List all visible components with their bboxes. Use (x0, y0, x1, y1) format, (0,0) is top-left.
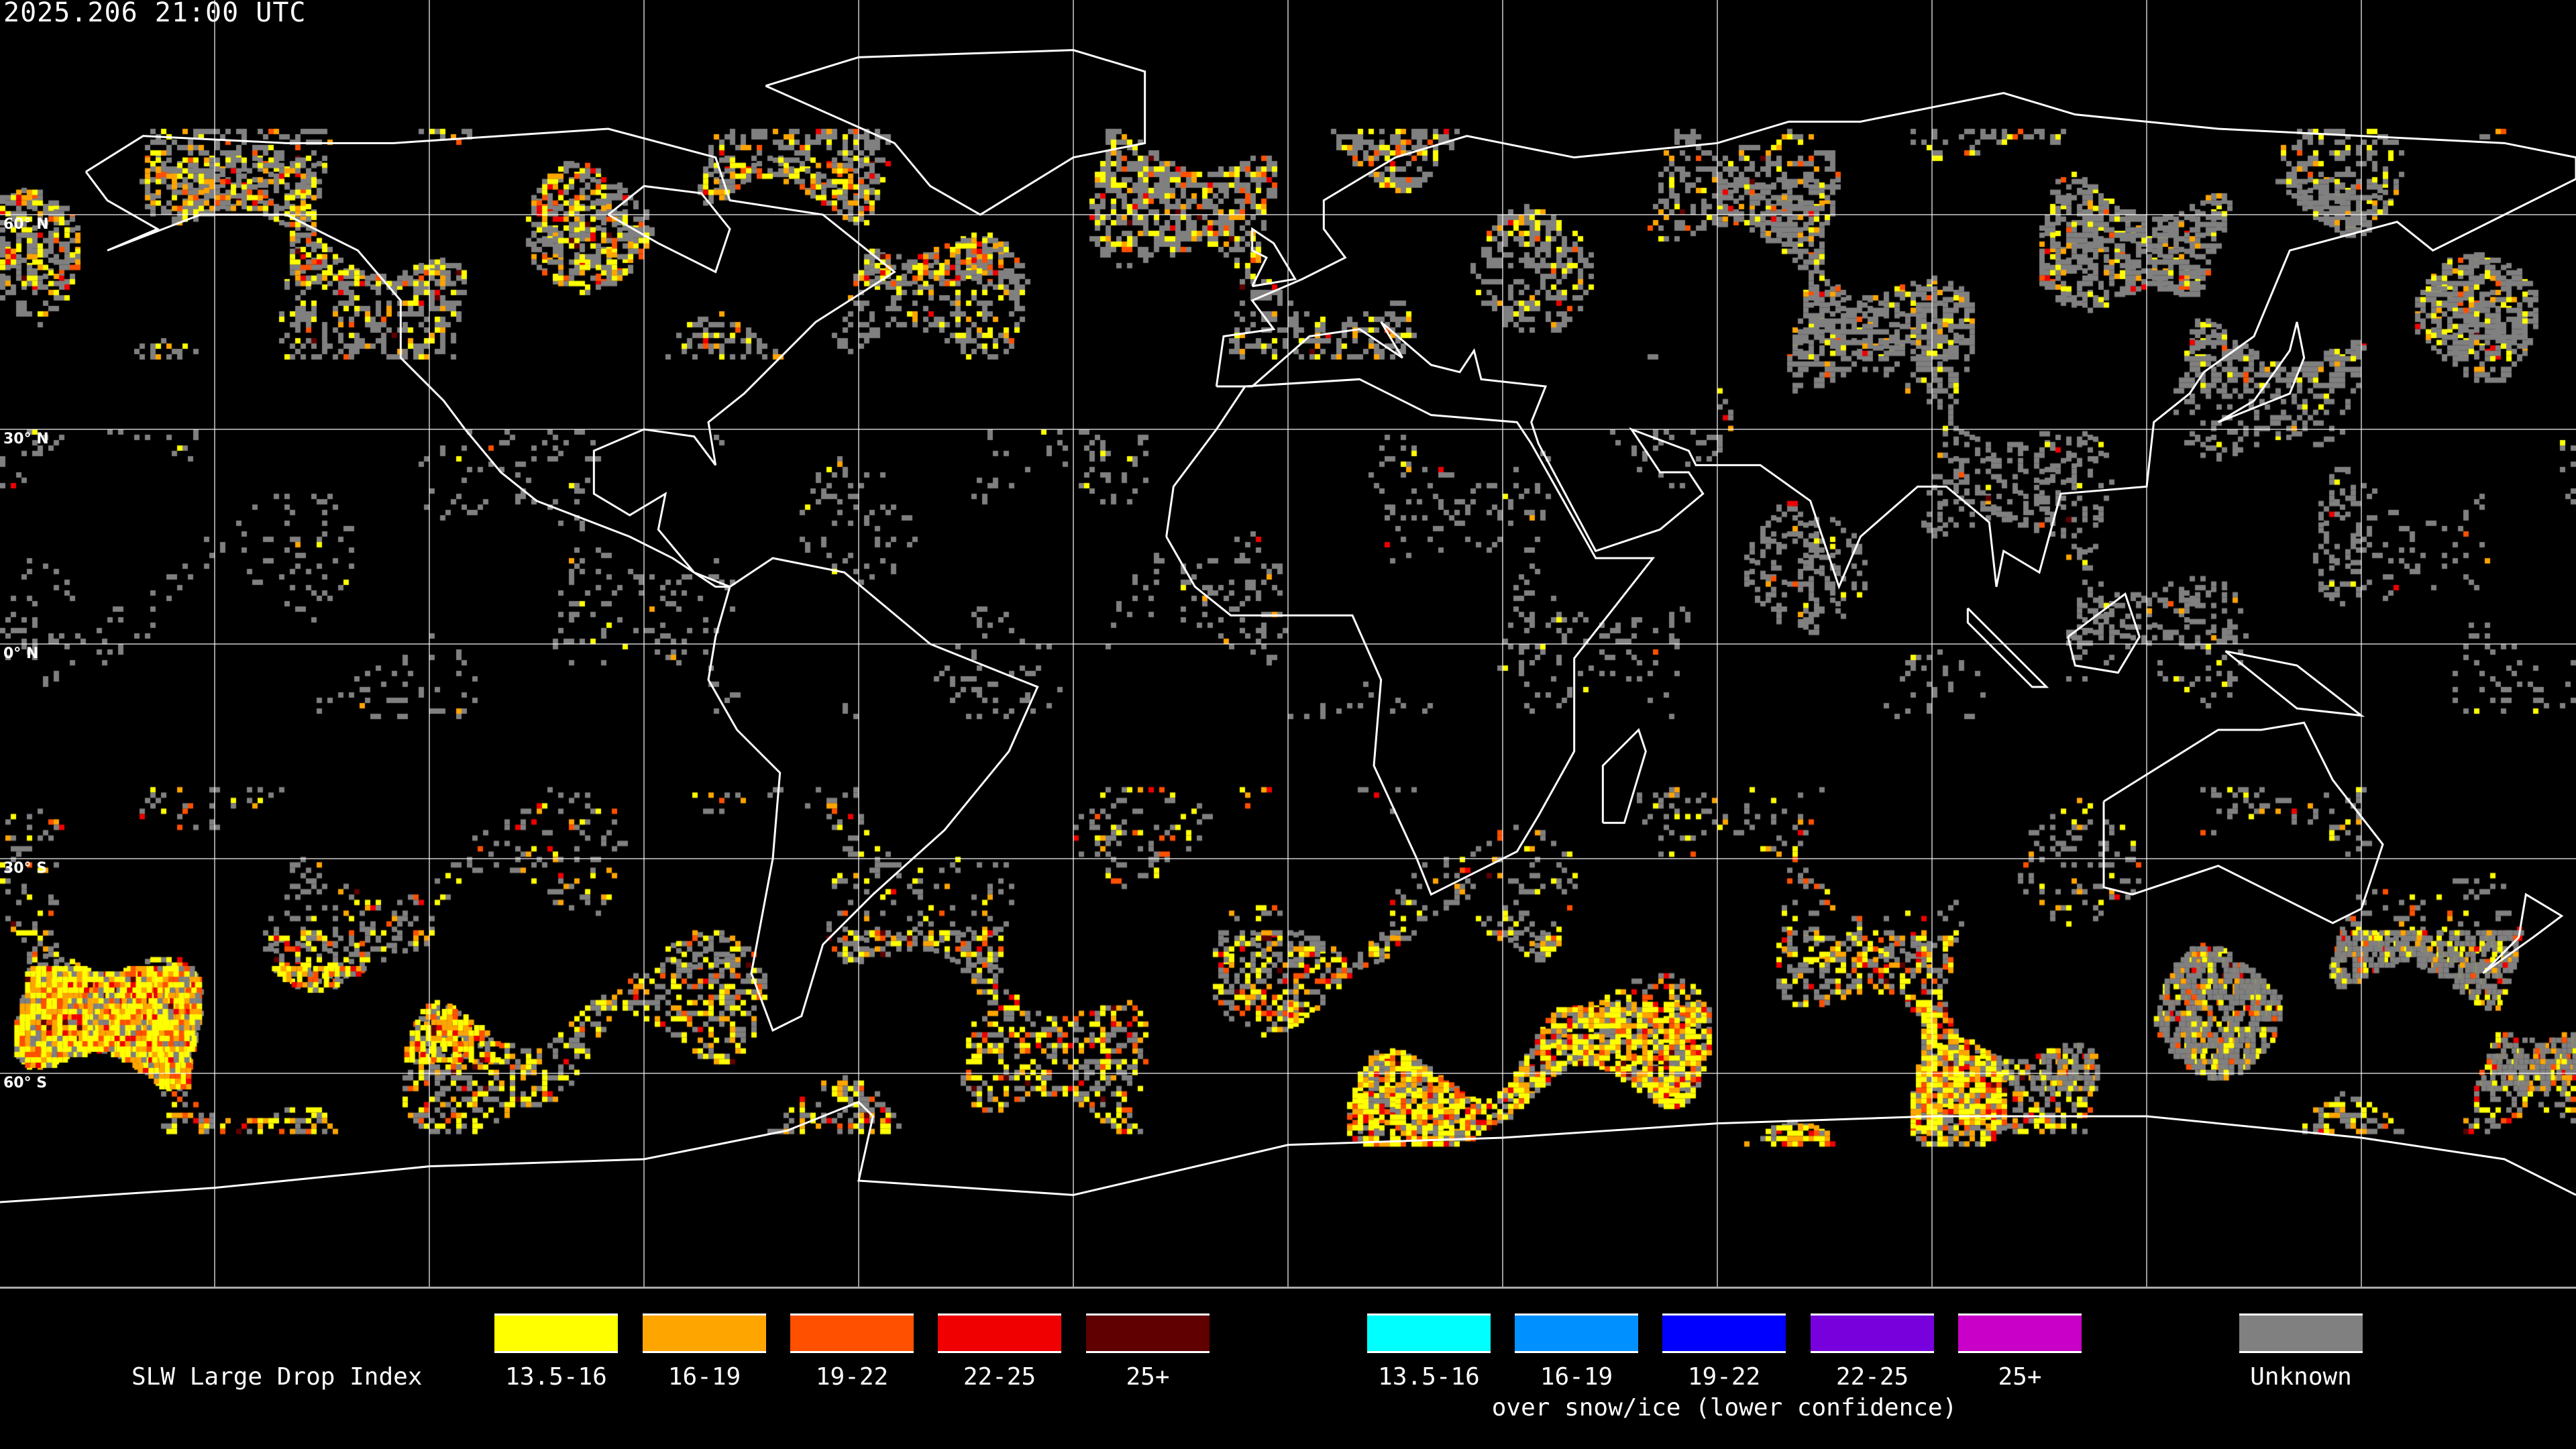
legend-snow-ice-1-label: 16-19 (1540, 1363, 1613, 1391)
legend-standard-3-label: 22-25 (963, 1363, 1036, 1391)
coastline-africa (1165, 378, 1656, 896)
coastline-hudson-bay (607, 184, 731, 274)
coastlines-and-graticule (0, 0, 2576, 1288)
legend-standard-4-swatch (1086, 1313, 1210, 1353)
legend-snow-ice-2-label: 19-22 (1687, 1363, 1761, 1391)
legend-standard-1-swatch (643, 1313, 766, 1353)
legend-standard-1-label: 16-19 (667, 1363, 741, 1391)
snow-ice-caption: over snow/ice (lower confidence) (1491, 1394, 1957, 1421)
coastline-madagascar (1601, 728, 1647, 824)
legend-standard-2-label: 19-22 (815, 1363, 889, 1391)
coastline-borneo (2067, 592, 2141, 674)
lat-label-30n: 30° N (3, 431, 49, 447)
map-view (0, 0, 2576, 1288)
legend-snow-ice-1-swatch (1515, 1313, 1638, 1353)
legend-snow-ice-4-swatch (1958, 1313, 2082, 1353)
coastline-japan (2217, 321, 2306, 423)
coastline-antarctica (0, 1100, 2576, 1203)
legend-snow-ice-4-label: 25+ (1998, 1363, 2042, 1391)
legend-standard-0-swatch (494, 1313, 618, 1353)
legend-snow-ice-2-swatch (1662, 1313, 1786, 1353)
coastline-new-zealand (2482, 892, 2564, 974)
legend-standard-4-label: 25+ (1126, 1363, 1170, 1391)
legend-snow-ice-3-label: 22-25 (1835, 1363, 1909, 1391)
coastline-south-america (707, 557, 1039, 1032)
legend-snow-ice-0-swatch (1367, 1313, 1491, 1353)
coastline-australia (2102, 721, 2384, 924)
legend-snow-ice-0-label: 13.5-16 (1378, 1363, 1480, 1391)
lat-label-30s: 30° S (3, 860, 48, 877)
legend-standard-2-swatch (790, 1313, 914, 1353)
lat-label-60n: 60° N (3, 216, 49, 233)
lat-label-60s: 60° S (3, 1075, 48, 1091)
coastline-eurasia (1215, 92, 2576, 590)
coastline-sumatra (1966, 607, 2049, 688)
legend-snow-ice-3-swatch (1811, 1313, 1934, 1353)
coastline-britain (1251, 227, 1297, 288)
legend-standard-0-label: 13.5-16 (505, 1363, 607, 1391)
legend-unknown-label: Unknown (2250, 1363, 2352, 1391)
coastline-north-america (85, 127, 896, 588)
legend-standard-3-swatch (938, 1313, 1061, 1353)
coastline-new-guinea (2224, 650, 2365, 717)
lat-label-0: 0° N (3, 645, 39, 662)
legend-unknown-swatch (2239, 1313, 2363, 1353)
coastline-greenland (765, 49, 1146, 216)
timestamp: 2025.206 21:00 UTC (3, 0, 307, 28)
map-legend-divider (0, 1287, 2576, 1289)
legend-title: SLW Large Drop Index (131, 1363, 423, 1391)
